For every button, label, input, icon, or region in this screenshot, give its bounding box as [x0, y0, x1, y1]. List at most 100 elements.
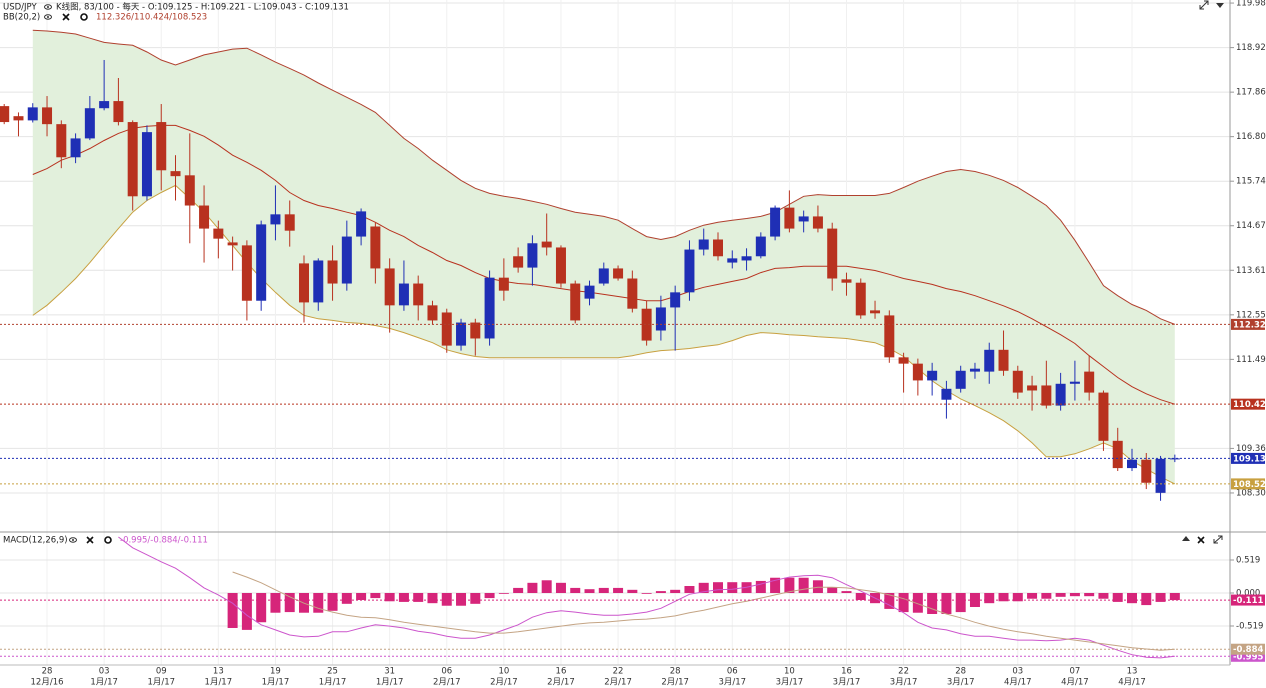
x-tick-label: 1月/17 — [205, 678, 233, 688]
settings-icon[interactable] — [80, 13, 88, 21]
candle-body — [213, 228, 224, 239]
histogram-bar — [698, 582, 709, 594]
macd-title: MACD(12,26,9) — [3, 536, 68, 546]
histogram-bar — [727, 582, 738, 594]
x-tick-label: 1月/17 — [376, 678, 404, 688]
histogram-bar — [513, 587, 524, 594]
close-icon[interactable] — [86, 536, 94, 544]
candle-body — [927, 370, 938, 381]
candle-body — [812, 216, 823, 229]
candle-body — [1069, 381, 1080, 384]
candle-body — [827, 228, 838, 279]
close-icon[interactable] — [62, 13, 70, 21]
candle-body — [456, 322, 467, 346]
histogram-bar — [527, 582, 538, 594]
eye-icon[interactable] — [44, 4, 52, 10]
x-tick-label: 3月/17 — [776, 678, 804, 688]
histogram-bar — [384, 593, 395, 602]
candle-body — [113, 101, 124, 123]
histogram-bar — [784, 577, 795, 594]
histogram-bar — [284, 593, 295, 613]
candle-body — [1155, 458, 1166, 493]
eye-icon[interactable] — [44, 14, 52, 20]
x-tick-label: 28 — [955, 667, 966, 677]
histogram-bar — [1055, 593, 1066, 597]
price-tag-label: 112.326 — [1233, 320, 1266, 330]
candle-body — [941, 388, 952, 400]
y-tick-label: 116.802 — [1236, 132, 1266, 142]
x-tick-label: 03 — [99, 667, 110, 677]
price-tag — [1231, 643, 1265, 655]
candle-body — [684, 249, 695, 293]
price-tag — [1231, 318, 1265, 330]
indicator-values: 112.326/110.424/108.523 — [96, 13, 207, 23]
histogram-bar — [327, 593, 338, 611]
histogram-bar — [241, 593, 252, 630]
candle-body — [498, 277, 509, 291]
x-tick-label: 13 — [1127, 667, 1138, 677]
price-tag — [1231, 650, 1265, 662]
candle-body — [1169, 458, 1180, 460]
candle-body — [184, 175, 195, 206]
band-line — [32, 124, 1175, 405]
x-tick-label: 2月/17 — [433, 678, 461, 688]
histogram-bar — [341, 593, 352, 604]
candle-body — [42, 107, 53, 125]
candle-body — [1098, 392, 1109, 441]
histogram-bar — [969, 593, 980, 607]
histogram-bar — [555, 582, 566, 594]
x-tick-label: 06 — [441, 667, 452, 677]
candle-body — [84, 108, 95, 139]
x-tick-label: 09 — [156, 667, 167, 677]
histogram-bar — [398, 593, 409, 602]
candle-body — [698, 239, 709, 250]
price-tag — [1231, 452, 1265, 464]
settings-icon[interactable] — [104, 536, 112, 544]
y-tick-label: 0.519 — [1236, 555, 1260, 565]
eye-icon[interactable] — [69, 537, 77, 543]
candle-body — [341, 236, 352, 284]
price-tag-label: -0.111 — [1233, 596, 1263, 606]
histogram-bar — [1027, 593, 1038, 599]
candle-body — [313, 260, 324, 303]
chart-subtitle: K线图, 83/100 - 每天 - O:109.125 - H:109.221… — [56, 2, 349, 13]
candle-body — [584, 285, 595, 299]
histogram-bar — [827, 587, 838, 594]
x-tick-label: 3月/17 — [890, 678, 918, 688]
histogram-bar — [941, 593, 952, 614]
band-fill — [32, 30, 1175, 484]
move-up-icon[interactable] — [1182, 536, 1190, 541]
candle-body — [912, 363, 923, 381]
menu-icon[interactable] — [1216, 3, 1224, 8]
candle-body — [670, 292, 681, 308]
y-tick-label: 112.554 — [1236, 310, 1266, 320]
candle-body — [741, 256, 752, 261]
histogram-bar — [984, 593, 995, 604]
candle-body — [969, 368, 980, 372]
histogram-bar — [1084, 593, 1095, 597]
candle-body — [413, 283, 424, 306]
expand-icon[interactable] — [1199, 0, 1209, 10]
histogram-bar — [1127, 593, 1138, 604]
candle-body — [256, 224, 267, 301]
x-tick-label: 2月/17 — [661, 678, 689, 688]
candle-body — [598, 268, 609, 284]
candle-body — [427, 305, 438, 321]
y-tick-label: 118.925 — [1236, 43, 1266, 53]
x-tick-label: 3月/17 — [833, 678, 861, 688]
x-tick-label: 1月/17 — [90, 678, 118, 688]
candle-body — [513, 256, 524, 268]
candle-body — [156, 122, 167, 171]
maximize-icon[interactable] — [1213, 535, 1223, 544]
histogram-bar — [655, 591, 666, 594]
candle-body — [898, 357, 909, 364]
x-tick-label: 28 — [42, 667, 53, 677]
price-tag-label: 108.523 — [1233, 480, 1266, 490]
y-tick-label: 0.000 — [1236, 589, 1260, 599]
close-pane-icon[interactable] — [1197, 536, 1205, 544]
candle-body — [770, 207, 781, 237]
x-tick-label: 3月/17 — [718, 678, 746, 688]
histogram-bar — [441, 593, 452, 606]
y-tick-label: 115.740 — [1236, 177, 1266, 187]
